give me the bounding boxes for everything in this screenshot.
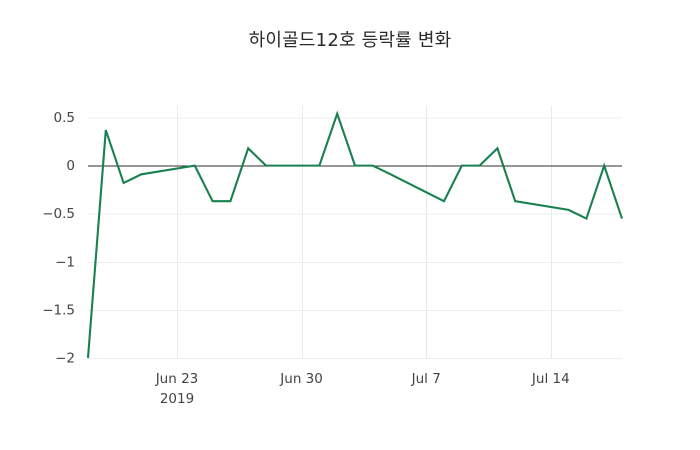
x-axis-year-label: 2019 [160, 391, 194, 407]
x-tick-label: Jul 7 [411, 371, 441, 387]
y-tick-label: −0.5 [42, 206, 75, 222]
y-tick-label: 0.5 [54, 110, 75, 126]
gridlines-group [88, 117, 622, 359]
series-group [86, 110, 623, 359]
chart-title: 하이골드12호 등락률 변화 [248, 30, 452, 51]
x-tick-label: Jun 30 [279, 371, 323, 387]
y-tick-label: 0 [66, 158, 75, 174]
y-tick-label: −1 [55, 254, 75, 270]
x-axis-tick-labels: Jun 23 2019 Jun 30 Jul 7 Jul 14 [155, 371, 570, 407]
x-tick-label: Jul 14 [531, 371, 570, 387]
y-axis-tick-labels: 0.5 0 −0.5 −1 −1.5 −2 [42, 110, 75, 366]
x-tick-label: Jun 23 [155, 371, 199, 387]
y-tick-label: −2 [55, 351, 75, 367]
vertical-gridlines-group [177, 106, 552, 358]
y-tick-label: −1.5 [42, 302, 75, 318]
series-line [86, 110, 623, 359]
